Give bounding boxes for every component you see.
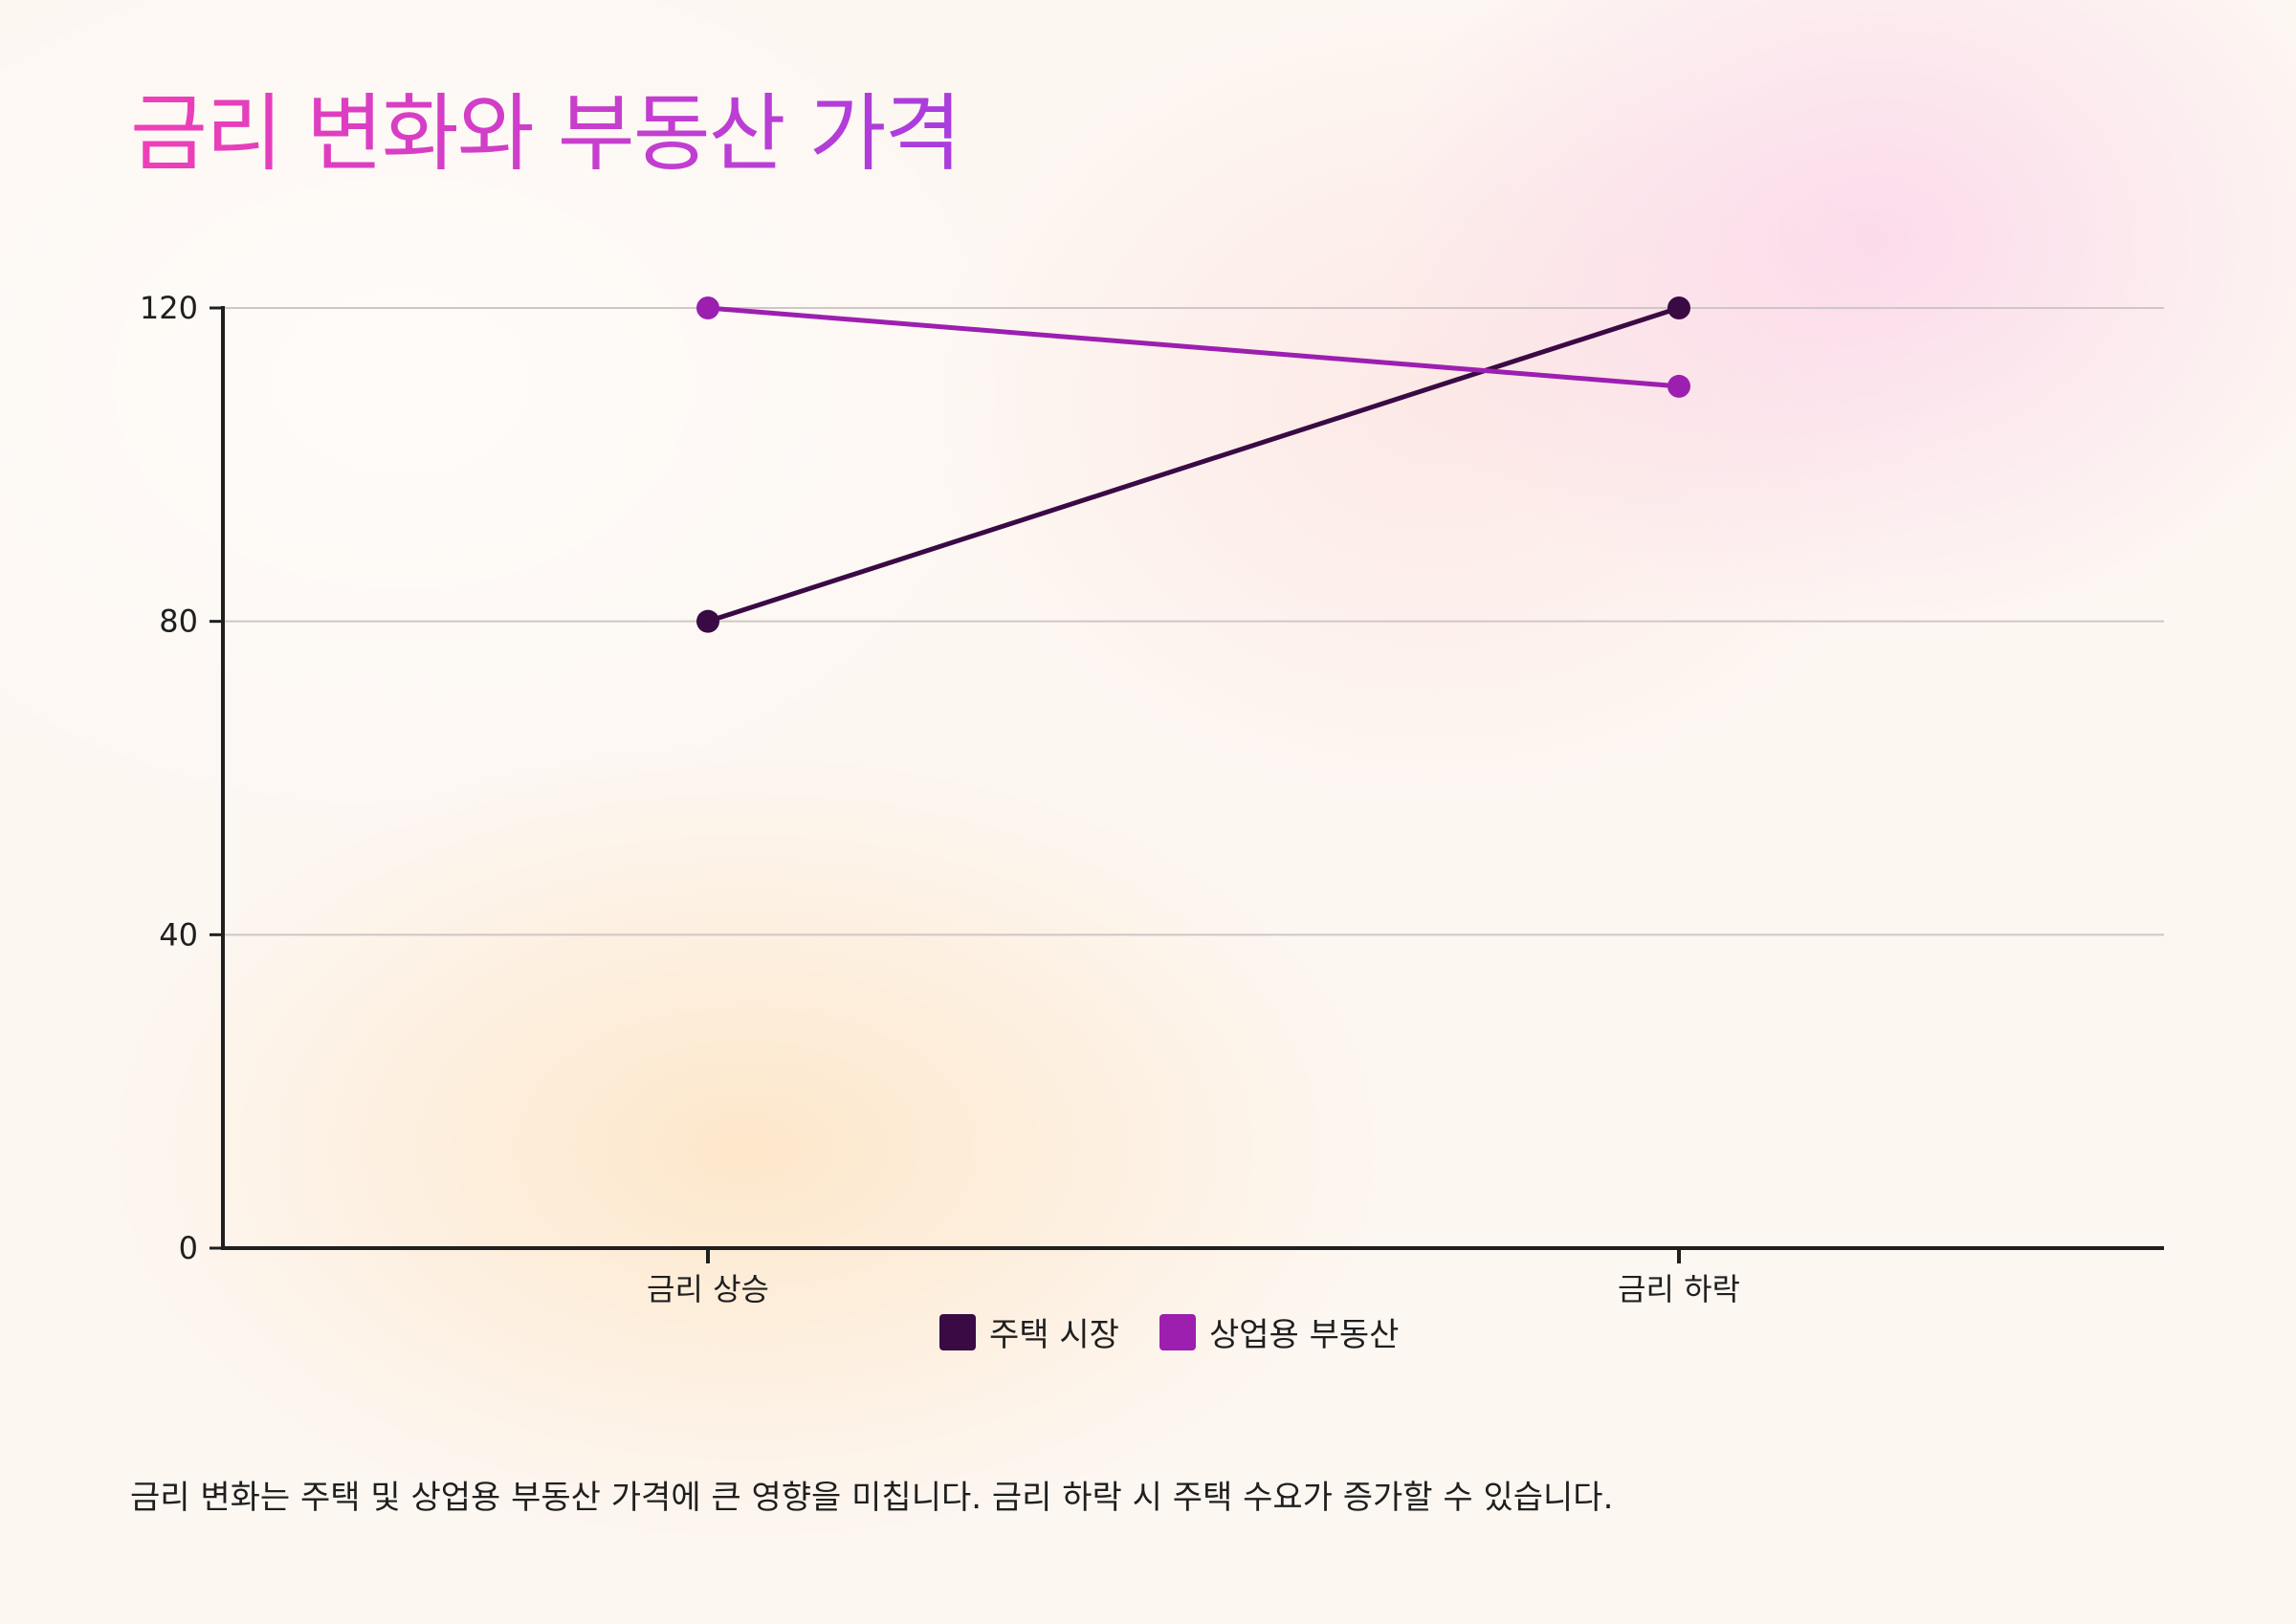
gridlines: [223, 307, 2164, 936]
data-point: [1667, 296, 1690, 319]
legend-label-commercial-real-estate: 상업용 부동산: [1208, 1316, 1400, 1354]
y-tick-label: 0: [179, 1230, 198, 1266]
x-tick-label: 금리 상승: [647, 1271, 769, 1307]
chart-title: 금리 변화와 부동산 가격: [130, 84, 962, 183]
legend-item-commercial-real-estate: 상업용 부동산: [1159, 1308, 1400, 1355]
series-lines: [705, 305, 1682, 625]
series-line-1: [705, 305, 1682, 389]
data-points: [696, 296, 1690, 633]
axes: 0 40 80 120 금리 상승 금리 하락: [140, 290, 2164, 1307]
chart-legend: 주택 시장 상업용 부동산: [939, 1308, 1439, 1355]
x-tick-label: 금리 하락: [1618, 1271, 1740, 1307]
y-tick-label: 40: [159, 916, 198, 953]
chart-caption: 금리 변화는 주택 및 상업용 부동산 가격에 큰 영향을 미칩니다. 금리 하…: [130, 1479, 1614, 1517]
legend-swatch-commercial-real-estate: [1159, 1313, 1196, 1350]
series-line-0: [705, 305, 1682, 625]
y-tick-label: 80: [159, 604, 198, 640]
data-point: [696, 296, 719, 319]
legend-swatch-housing-market: [939, 1313, 976, 1350]
y-tick-label: 120: [140, 290, 198, 326]
data-point: [696, 609, 719, 633]
legend-item-housing-market: 주택 시장: [939, 1308, 1119, 1355]
legend-label-housing-market: 주택 시장: [989, 1316, 1119, 1354]
data-point: [1667, 374, 1690, 398]
